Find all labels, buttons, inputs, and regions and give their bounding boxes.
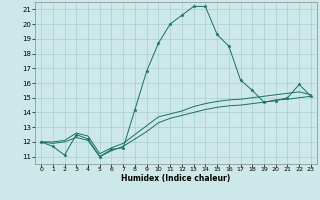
X-axis label: Humidex (Indice chaleur): Humidex (Indice chaleur) (121, 174, 231, 183)
